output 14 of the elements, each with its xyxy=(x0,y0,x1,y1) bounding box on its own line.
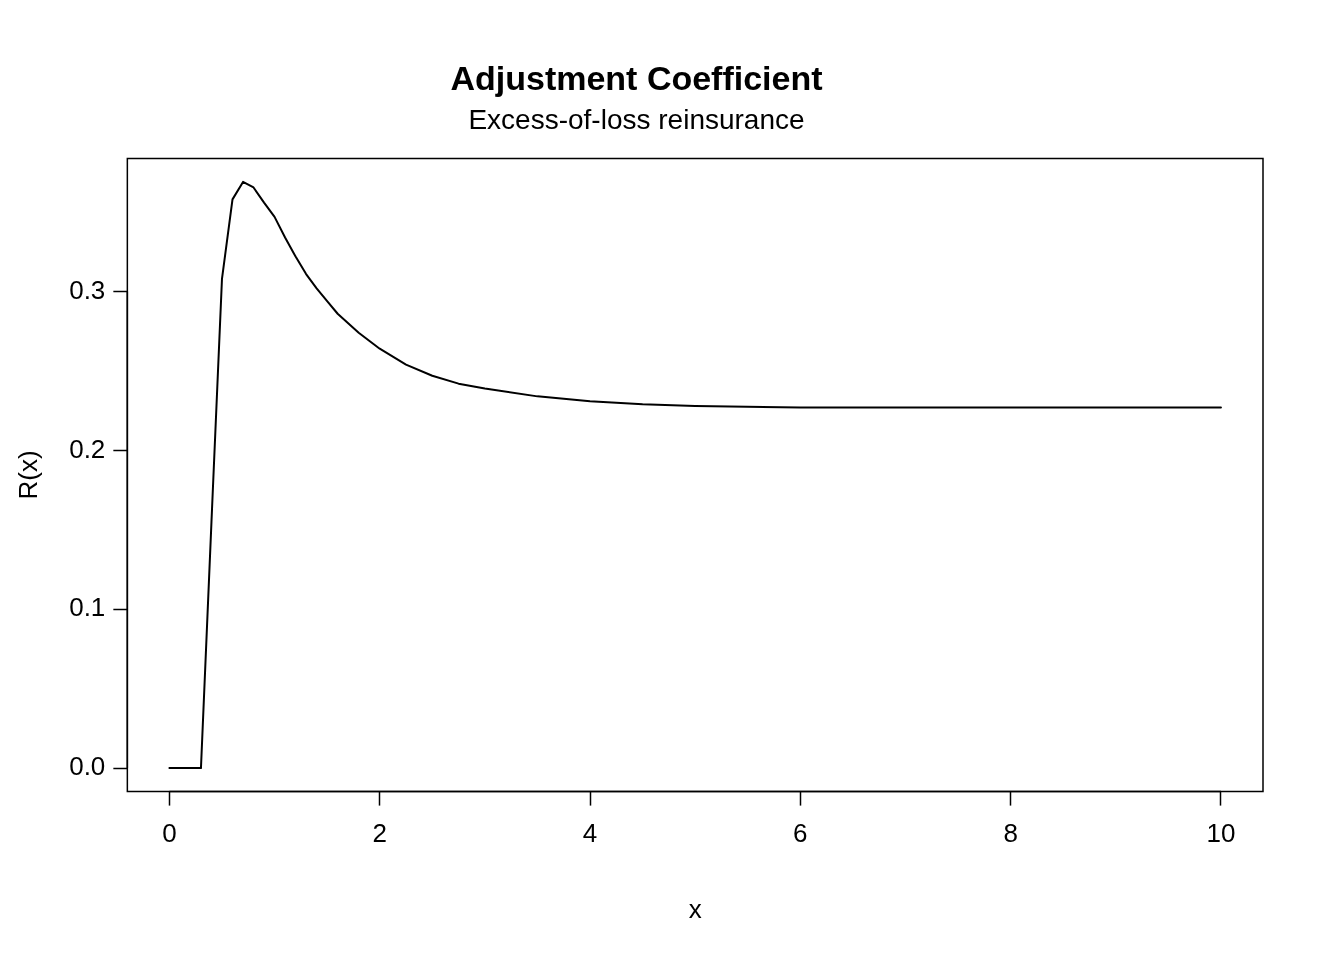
x-tick-label: 2 xyxy=(372,818,387,849)
x-tick-label: 8 xyxy=(1003,818,1018,849)
chart-subtitle: Excess-of-loss reinsurance xyxy=(468,104,805,136)
y-tick-label: 0.2 xyxy=(69,433,106,464)
y-tick-label: 0.3 xyxy=(69,274,106,305)
x-axis-title: x xyxy=(688,893,702,924)
x-tick-label: 10 xyxy=(1206,818,1236,849)
y-tick-label: 0.0 xyxy=(69,751,106,782)
y-axis-title: R(x) xyxy=(12,450,43,500)
y-tick-label: 0.1 xyxy=(69,592,106,623)
chart-title: Adjustment Coefficient xyxy=(450,58,823,97)
x-tick-label: 4 xyxy=(582,818,598,849)
x-tick-label: 0 xyxy=(162,818,177,849)
x-tick-label: 6 xyxy=(793,818,808,849)
